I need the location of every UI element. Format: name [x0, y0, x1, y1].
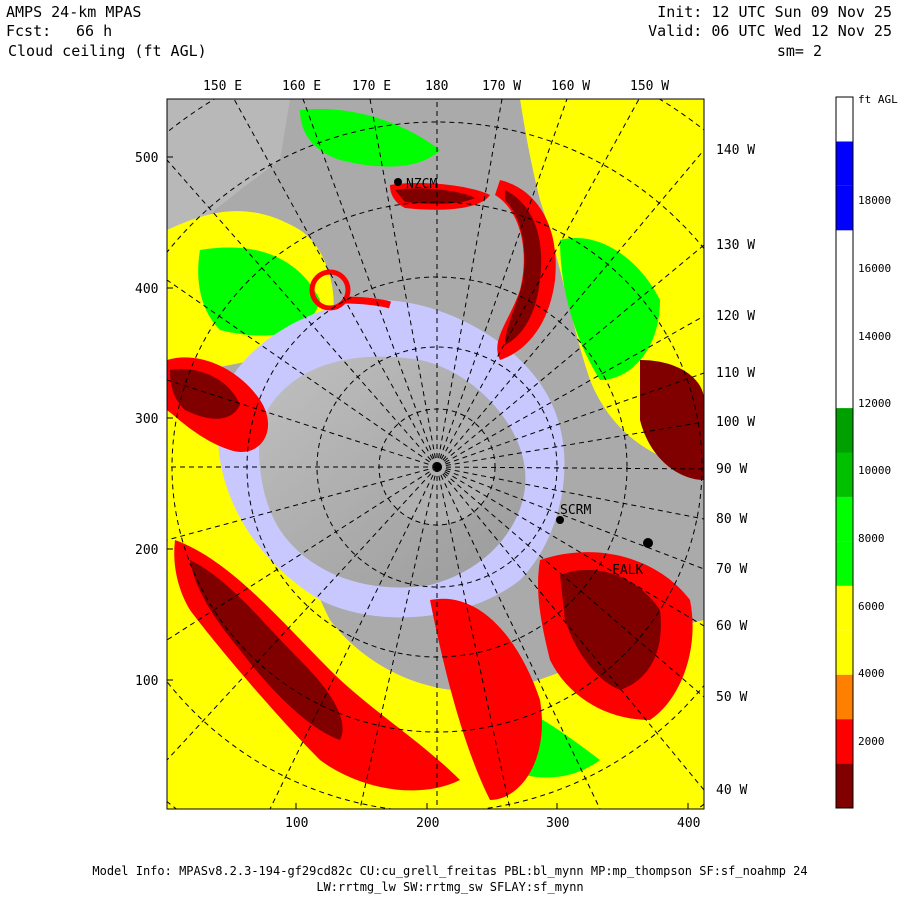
- top-lon-150w: 150 W: [630, 79, 669, 94]
- cb-label-2000: 2000: [858, 735, 885, 748]
- right-lon-70w: 70 W: [716, 562, 747, 577]
- map-area: NZCM SCRM FALK: [167, 99, 704, 809]
- cloud-darkred-e: [640, 360, 704, 480]
- y-tick-300: 300: [135, 412, 158, 427]
- right-lon-80w: 80 W: [716, 512, 747, 527]
- top-lon-180: 180: [425, 79, 448, 94]
- cloud-spiral-tail: [344, 296, 392, 309]
- cloud-darkred-band: [505, 190, 542, 345]
- model-title: AMPS 24-km MPAS: [6, 3, 142, 21]
- top-lon-170e: 170 E: [352, 79, 391, 94]
- top-lon-160w: 160 W: [551, 79, 590, 94]
- cb-label-8000: 8000: [858, 532, 885, 545]
- station-nzcm-marker: [394, 178, 402, 186]
- cloud-darkred-west: [170, 369, 240, 419]
- right-lon-60w: 60 W: [716, 619, 747, 634]
- cb-label-6000: 6000: [858, 600, 885, 613]
- right-lon-130w: 130 W: [716, 238, 755, 253]
- colorbar-segment: [836, 319, 853, 364]
- top-lon-160e: 160 E: [282, 79, 321, 94]
- top-lon-170w: 170 W: [482, 79, 521, 94]
- colorbar-segment: [836, 496, 853, 542]
- colorbar-segment: [836, 719, 853, 764]
- y-tick-200: 200: [135, 543, 158, 558]
- model-info-line1: Model Info: MPASv8.2.3-194-gf29cd82c CU:…: [92, 864, 808, 878]
- graticule: [167, 99, 704, 809]
- nz-land: [167, 99, 290, 240]
- valid-time: Valid: 06 UTC Wed 12 Nov 25: [648, 22, 892, 40]
- station-scrm-marker: [556, 516, 564, 524]
- x-tick-300: 300: [546, 816, 569, 831]
- station-falk-marker: [643, 538, 653, 548]
- fcst-label: Fcst:: [6, 22, 52, 40]
- right-lon-40w: 40 W: [716, 783, 747, 798]
- y-tick-500: 500: [135, 151, 158, 166]
- right-lon-90w: 90 W: [716, 462, 747, 477]
- model-info-line2: LW:rrtmg_lw SW:rrtmg_sw SFLAY:sf_mynn: [316, 880, 584, 894]
- map-frame: [166, 98, 705, 810]
- colorbar-labels: ft AGL 18000 16000 14000 12000 10000 800…: [858, 93, 898, 748]
- colorbar-segment: [836, 363, 853, 409]
- init-time: Init: 12 UTC Sun 09 Nov 25: [657, 3, 892, 21]
- station-falk-label: FALK: [612, 563, 643, 578]
- cb-label-18000: 18000: [858, 194, 891, 207]
- colorbar-segment: [836, 408, 853, 453]
- colorbar-frame: [835, 96, 854, 809]
- cloud-green-1: [198, 247, 320, 336]
- field-title: Cloud ceiling (ft AGL): [8, 42, 207, 60]
- colorbar-segment: [836, 585, 853, 631]
- axis-labels: 500 400 300 200 100 100 200 300 400 150 …: [135, 79, 755, 831]
- colorbar-segment: [836, 541, 853, 586]
- x-tick-400: 400: [677, 816, 700, 831]
- cb-label-4000: 4000: [858, 667, 885, 680]
- top-lon-150e: 150 E: [203, 79, 242, 94]
- colorbar-segment: [836, 274, 853, 320]
- y-ticks: [167, 156, 689, 809]
- colorbar-segment: [836, 230, 853, 275]
- colorbar-segment: [836, 763, 853, 808]
- cloud-darkred-sw: [190, 560, 343, 740]
- cb-label-10000: 10000: [858, 464, 891, 477]
- colorbar-segment: [836, 630, 853, 675]
- colorbar-segment: [836, 674, 853, 720]
- right-lon-100w: 100 W: [716, 415, 755, 430]
- right-lon-120w: 120 W: [716, 309, 755, 324]
- colorbar: [835, 96, 854, 809]
- colorbar-segment: [836, 141, 853, 186]
- right-lon-140w: 140 W: [716, 143, 755, 158]
- cloud-red-s: [430, 598, 542, 800]
- cloud-spiral: [309, 269, 351, 311]
- cb-label-12000: 12000: [858, 397, 891, 410]
- smoothing-label: sm= 2: [776, 42, 822, 60]
- right-lon-110w: 110 W: [716, 366, 755, 381]
- station-nzcm-label: NZCM: [406, 177, 437, 192]
- cloud-darkred-se: [560, 569, 661, 690]
- cb-label-14000: 14000: [858, 330, 891, 343]
- colorbar-segment: [836, 97, 853, 142]
- colorbar-segment: [836, 452, 853, 497]
- cloud-green-3: [300, 109, 440, 167]
- cloud-darkred-nz: [395, 188, 475, 204]
- y-tick-100: 100: [135, 674, 158, 689]
- right-lon-50w: 50 W: [716, 690, 747, 705]
- x-tick-200: 200: [416, 816, 439, 831]
- fcst-value: 66 h: [76, 22, 113, 40]
- cb-label-16000: 16000: [858, 262, 891, 275]
- cloud-red-sw: [174, 540, 460, 791]
- colorbar-unit: ft AGL: [858, 93, 898, 106]
- station-scrm-label: SCRM: [560, 503, 591, 518]
- y-tick-400: 400: [135, 282, 158, 297]
- colorbar-segment: [836, 185, 853, 231]
- x-tick-100: 100: [285, 816, 308, 831]
